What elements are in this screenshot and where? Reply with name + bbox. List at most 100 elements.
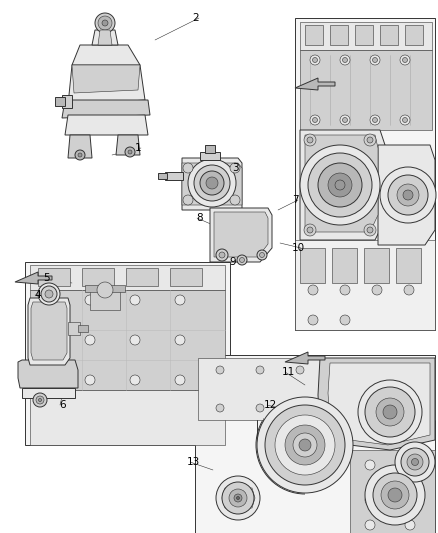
Circle shape: [400, 115, 410, 125]
Circle shape: [405, 495, 415, 505]
Circle shape: [200, 171, 224, 195]
Polygon shape: [72, 45, 140, 65]
Circle shape: [400, 55, 410, 65]
Circle shape: [125, 147, 135, 157]
Text: 12: 12: [263, 400, 277, 410]
Circle shape: [229, 489, 247, 507]
Circle shape: [175, 295, 185, 305]
Polygon shape: [62, 95, 72, 108]
Polygon shape: [62, 100, 150, 118]
Polygon shape: [295, 78, 335, 90]
Text: 8: 8: [197, 213, 203, 223]
Circle shape: [340, 285, 350, 295]
Circle shape: [175, 375, 185, 385]
Circle shape: [130, 375, 140, 385]
Circle shape: [376, 366, 384, 374]
Text: 9: 9: [230, 257, 237, 267]
Circle shape: [416, 366, 424, 374]
Text: 7: 7: [292, 195, 298, 205]
Polygon shape: [305, 135, 378, 232]
Circle shape: [45, 290, 53, 298]
Circle shape: [307, 137, 313, 143]
Circle shape: [383, 405, 397, 419]
Circle shape: [175, 335, 185, 345]
Circle shape: [411, 458, 418, 465]
Text: 10: 10: [291, 243, 304, 253]
Polygon shape: [355, 25, 373, 45]
Circle shape: [340, 55, 350, 65]
Circle shape: [40, 295, 50, 305]
Polygon shape: [90, 290, 120, 310]
Circle shape: [343, 58, 347, 62]
Circle shape: [39, 399, 42, 401]
Circle shape: [308, 285, 318, 295]
Polygon shape: [198, 358, 435, 420]
Circle shape: [256, 366, 264, 374]
Polygon shape: [31, 302, 67, 360]
Polygon shape: [300, 50, 432, 130]
Circle shape: [296, 366, 304, 374]
Text: 3: 3: [232, 163, 238, 173]
Polygon shape: [68, 135, 92, 158]
Circle shape: [183, 195, 193, 205]
Text: 1: 1: [135, 143, 141, 153]
Circle shape: [40, 335, 50, 345]
Circle shape: [358, 380, 422, 444]
Circle shape: [372, 58, 378, 62]
Circle shape: [388, 488, 402, 502]
Circle shape: [98, 16, 112, 30]
Circle shape: [293, 433, 317, 457]
Circle shape: [404, 285, 414, 295]
Circle shape: [370, 55, 380, 65]
Circle shape: [234, 494, 242, 502]
Circle shape: [78, 153, 82, 157]
Circle shape: [336, 404, 344, 412]
Circle shape: [222, 482, 254, 514]
Circle shape: [257, 250, 267, 260]
Polygon shape: [350, 450, 435, 533]
Circle shape: [206, 177, 218, 189]
Circle shape: [388, 175, 428, 215]
Circle shape: [194, 165, 230, 201]
Circle shape: [367, 227, 373, 233]
Circle shape: [340, 315, 350, 325]
Polygon shape: [330, 25, 348, 45]
Circle shape: [102, 20, 108, 26]
Text: 4: 4: [35, 290, 41, 300]
Circle shape: [365, 387, 415, 437]
Polygon shape: [378, 145, 435, 245]
Polygon shape: [30, 390, 225, 445]
Circle shape: [318, 163, 362, 207]
Circle shape: [380, 167, 436, 223]
Circle shape: [364, 224, 376, 236]
Circle shape: [299, 439, 311, 451]
Circle shape: [335, 180, 345, 190]
Polygon shape: [30, 265, 225, 290]
Circle shape: [40, 375, 50, 385]
Polygon shape: [55, 97, 65, 106]
Circle shape: [328, 173, 352, 197]
Circle shape: [365, 495, 375, 505]
Polygon shape: [332, 248, 357, 283]
Circle shape: [304, 134, 316, 146]
Polygon shape: [25, 262, 230, 445]
Circle shape: [376, 398, 404, 426]
Circle shape: [403, 117, 407, 123]
Circle shape: [75, 150, 85, 160]
Circle shape: [310, 115, 320, 125]
Circle shape: [310, 55, 320, 65]
Polygon shape: [68, 65, 145, 105]
Polygon shape: [295, 18, 435, 330]
Polygon shape: [380, 25, 398, 45]
Polygon shape: [210, 208, 272, 262]
Circle shape: [216, 476, 260, 520]
Text: 2: 2: [193, 13, 199, 23]
Circle shape: [405, 460, 415, 470]
Circle shape: [372, 117, 378, 123]
Circle shape: [308, 153, 372, 217]
Circle shape: [381, 481, 409, 509]
Circle shape: [407, 454, 423, 470]
Polygon shape: [318, 358, 435, 450]
Circle shape: [85, 335, 95, 345]
Circle shape: [367, 137, 373, 143]
